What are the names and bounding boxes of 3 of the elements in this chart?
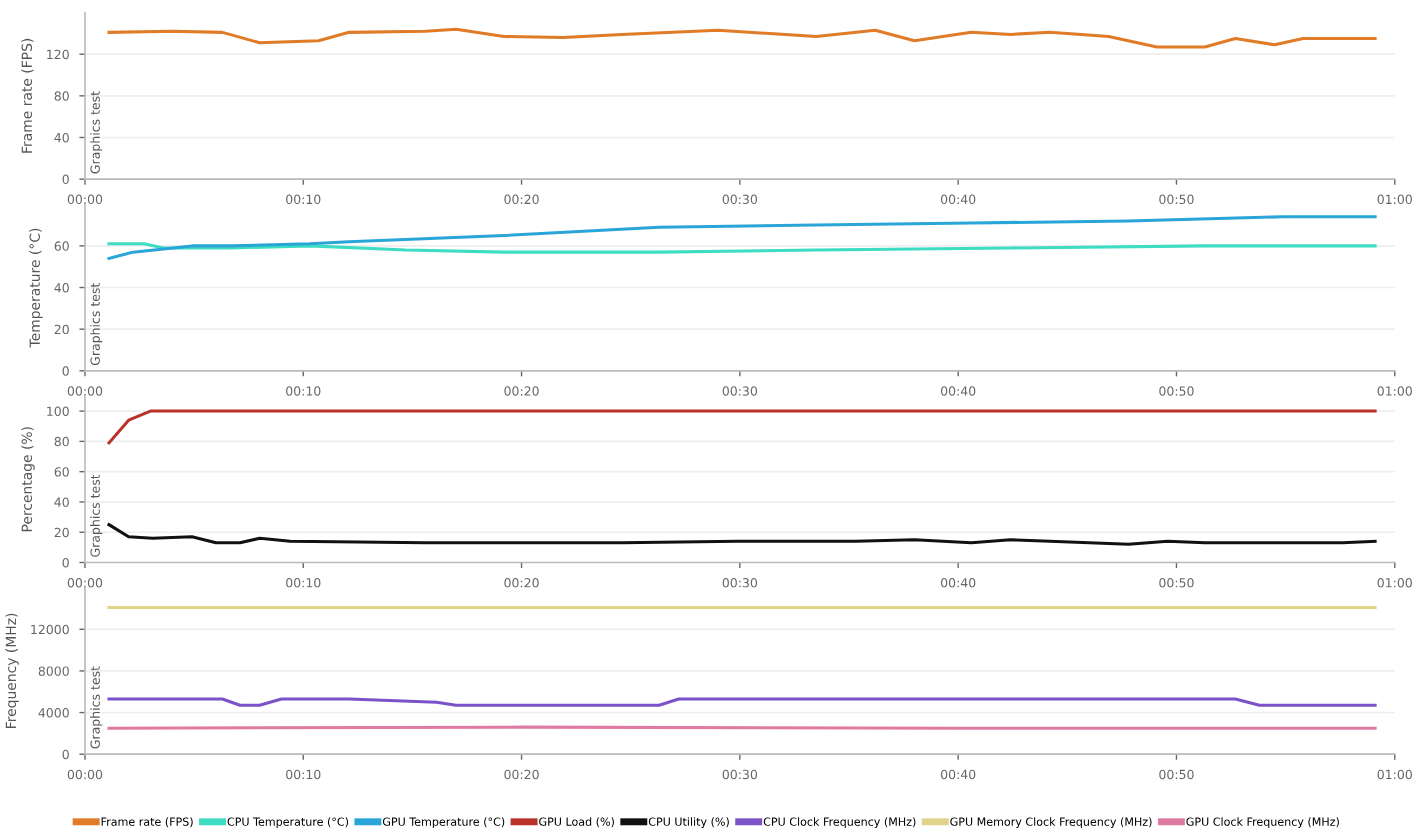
line-series <box>107 27 1377 49</box>
line-series <box>107 523 1377 546</box>
line-series <box>107 215 1377 260</box>
